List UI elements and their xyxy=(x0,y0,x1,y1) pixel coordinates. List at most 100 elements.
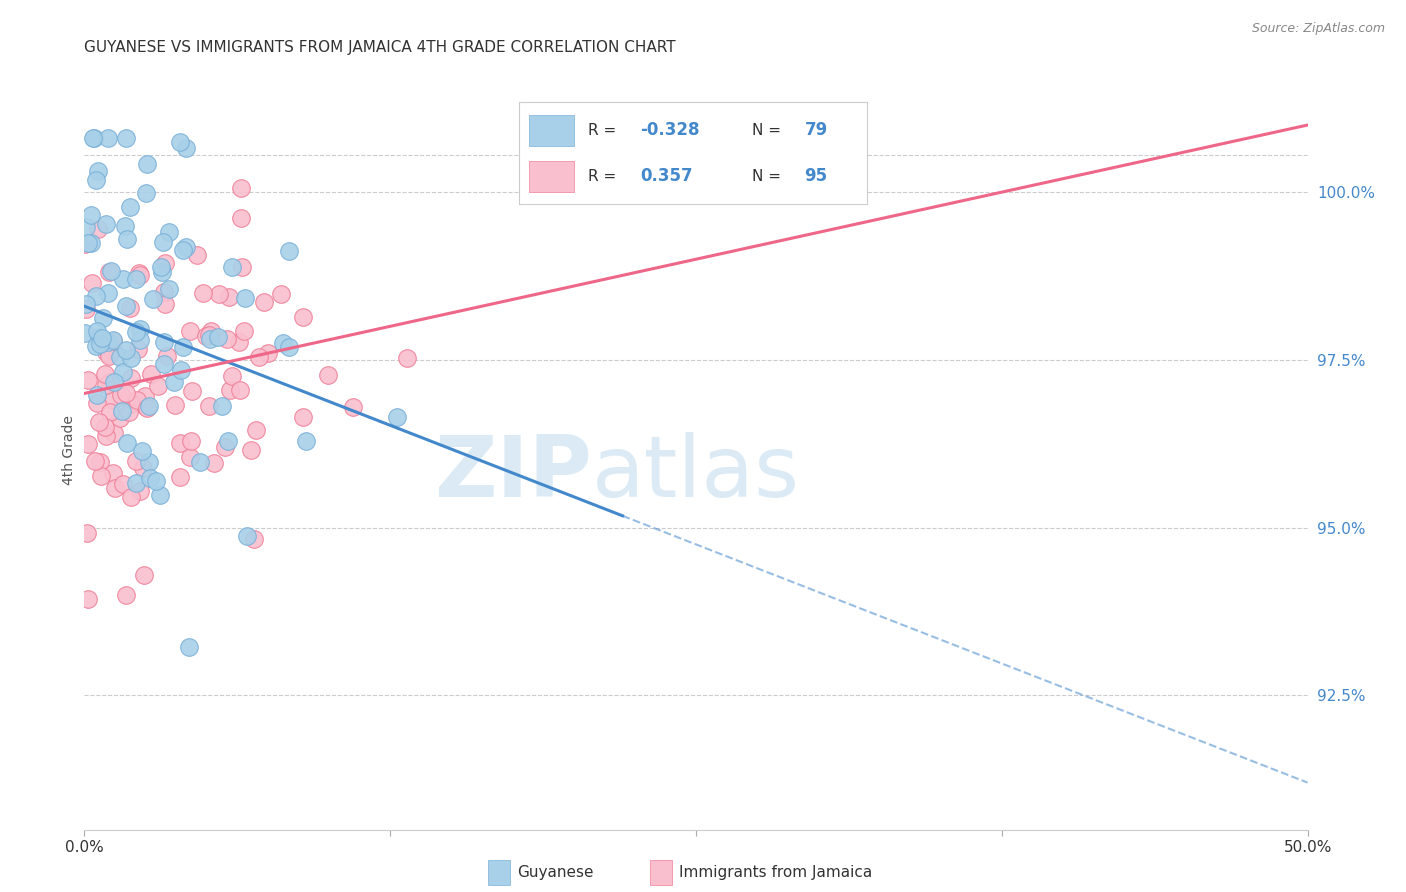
Point xyxy=(219,383,242,397)
Point xyxy=(108,410,131,425)
Point xyxy=(117,405,139,419)
Point xyxy=(115,435,138,450)
Point xyxy=(208,287,231,301)
Point xyxy=(395,351,418,365)
Point xyxy=(179,450,201,464)
Point xyxy=(291,409,314,424)
Point xyxy=(120,371,142,385)
Point xyxy=(84,289,107,303)
Point xyxy=(135,401,157,415)
Point xyxy=(87,164,110,178)
Point xyxy=(218,290,240,304)
Point xyxy=(157,282,180,296)
Point xyxy=(150,265,173,279)
Point xyxy=(177,640,200,654)
Point xyxy=(214,440,236,454)
Point xyxy=(128,266,150,280)
Point xyxy=(76,526,98,541)
Point xyxy=(79,208,101,222)
Point xyxy=(125,272,148,286)
Point xyxy=(115,588,138,602)
Point xyxy=(94,420,117,434)
Point xyxy=(231,260,253,274)
Point xyxy=(198,332,221,346)
Point xyxy=(86,221,108,235)
Point xyxy=(232,324,254,338)
Point xyxy=(179,324,201,338)
Point xyxy=(239,442,262,457)
Point xyxy=(217,434,239,449)
Point xyxy=(172,340,194,354)
Point xyxy=(131,444,153,458)
Point xyxy=(342,400,364,414)
Point xyxy=(98,265,121,279)
Point xyxy=(132,460,155,475)
Point xyxy=(80,276,103,290)
Text: ZIP: ZIP xyxy=(434,432,592,515)
Point xyxy=(149,260,172,274)
Point xyxy=(195,328,218,343)
Point xyxy=(104,481,127,495)
Point xyxy=(80,236,103,251)
Point xyxy=(172,244,194,258)
Text: 50.0%: 50.0% xyxy=(1284,839,1331,855)
Point xyxy=(114,219,136,233)
Point xyxy=(136,156,159,170)
Point xyxy=(94,367,117,381)
Point xyxy=(245,423,267,437)
Text: Guyanese: Guyanese xyxy=(517,865,593,880)
Point xyxy=(97,334,120,349)
Point xyxy=(76,373,98,387)
Point xyxy=(75,237,97,252)
Text: Source: ZipAtlas.com: Source: ZipAtlas.com xyxy=(1251,22,1385,36)
Text: atlas: atlas xyxy=(592,432,800,515)
Point xyxy=(120,397,142,411)
Point xyxy=(229,383,252,397)
Point xyxy=(89,329,111,343)
Point xyxy=(125,393,148,408)
Point xyxy=(103,333,125,347)
Point xyxy=(86,324,108,338)
Point xyxy=(163,375,186,389)
Point xyxy=(169,135,191,149)
Point xyxy=(221,260,243,274)
Point xyxy=(157,225,180,239)
Point xyxy=(193,285,215,300)
Point xyxy=(112,477,135,491)
Point xyxy=(149,488,172,502)
Point xyxy=(89,455,111,469)
Point xyxy=(174,240,197,254)
Point xyxy=(198,399,221,413)
Point xyxy=(155,256,177,270)
Point xyxy=(277,340,299,354)
Point xyxy=(94,378,117,392)
Point xyxy=(77,591,100,606)
Text: GUYANESE VS IMMIGRANTS FROM JAMAICA 4TH GRADE CORRELATION CHART: GUYANESE VS IMMIGRANTS FROM JAMAICA 4TH … xyxy=(84,40,676,55)
Point xyxy=(318,368,340,382)
Point xyxy=(169,435,191,450)
Point xyxy=(155,349,177,363)
Point xyxy=(94,428,117,442)
Point xyxy=(138,399,160,413)
Point xyxy=(118,200,141,214)
Point xyxy=(111,404,134,418)
Point xyxy=(103,426,125,441)
Point xyxy=(96,345,118,359)
Point xyxy=(141,367,163,381)
Point xyxy=(128,321,150,335)
Point xyxy=(128,484,150,499)
Point xyxy=(76,235,98,250)
Point xyxy=(294,434,316,449)
Point xyxy=(86,173,108,187)
Point xyxy=(163,398,186,412)
Point xyxy=(108,350,131,364)
Point xyxy=(97,347,120,361)
Point xyxy=(188,455,211,469)
Point xyxy=(247,351,270,365)
Point xyxy=(128,333,150,347)
Point xyxy=(217,332,239,346)
Point xyxy=(180,434,202,449)
Point xyxy=(235,528,257,542)
Point xyxy=(200,324,222,338)
Point xyxy=(115,386,138,401)
